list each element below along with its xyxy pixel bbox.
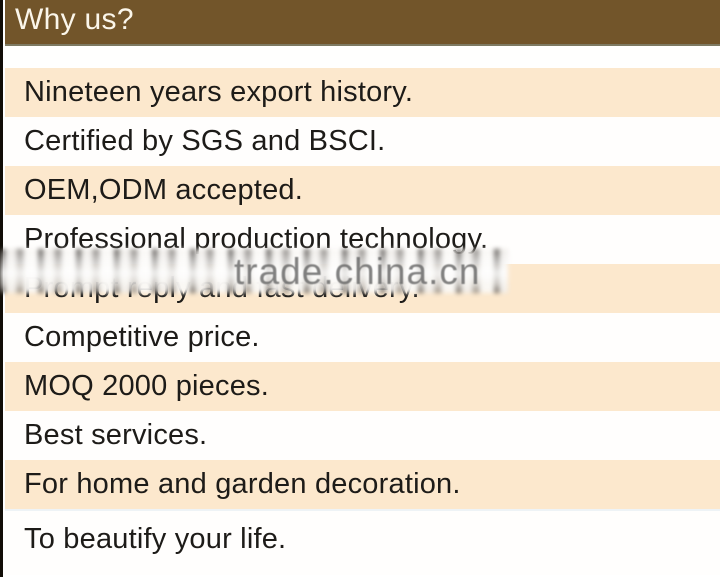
benefit-label: Professional production technology. [24, 223, 489, 255]
benefit-row: OEM,ODM accepted. [5, 166, 720, 215]
benefit-row: Nineteen years export history. [5, 68, 720, 117]
benefit-row: MOQ 2000 pieces. [5, 362, 720, 411]
header-gap [5, 46, 720, 68]
section-header: Why us? [5, 0, 720, 46]
benefit-list: Nineteen years export history. Certified… [5, 68, 720, 575]
watermark: trade.china.cn [234, 251, 481, 292]
benefit-label: Nineteen years export history. [24, 76, 414, 108]
section-title: Why us? [15, 3, 134, 36]
benefit-label: OEM,ODM accepted. [24, 174, 303, 206]
benefit-row: Certified by SGS and BSCI. [5, 117, 720, 166]
benefit-row: For home and garden decoration. [5, 460, 720, 509]
benefit-label: Best services. [24, 419, 208, 451]
benefit-row: Best services. [5, 411, 720, 460]
benefit-label: MOQ 2000 pieces. [24, 370, 269, 402]
benefit-row: Competitive price. [5, 313, 720, 362]
benefit-row: To beautify your life. [5, 509, 720, 575]
blur-smudge-overlay [0, 249, 508, 293]
benefit-label: Certified by SGS and BSCI. [24, 125, 386, 157]
benefit-label: To beautify your life. [24, 523, 287, 555]
benefit-label: Competitive price. [24, 321, 260, 353]
benefit-label: For home and garden decoration. [24, 468, 461, 500]
